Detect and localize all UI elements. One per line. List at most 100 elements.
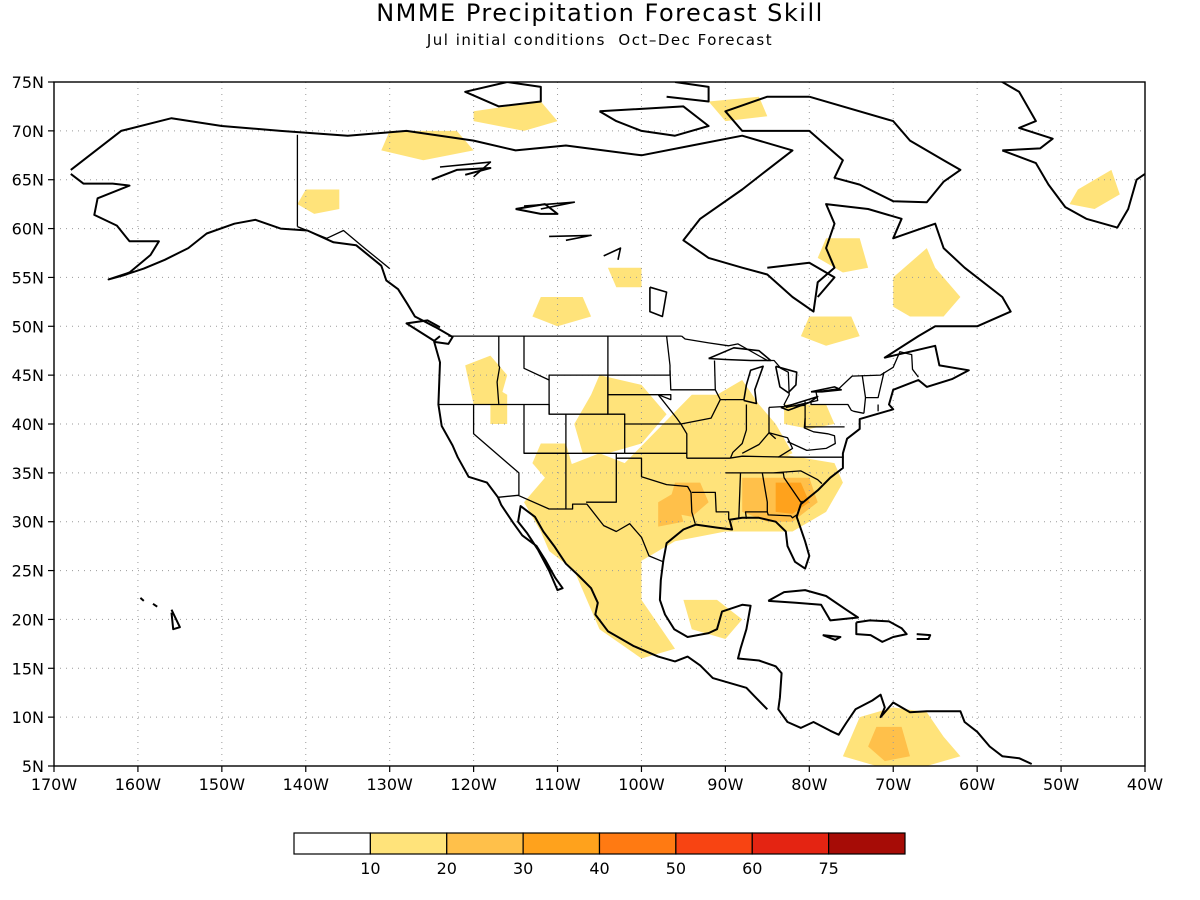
- coastline: [666, 82, 710, 103]
- skill-region-20: [658, 492, 684, 527]
- colorbar-swatch: [675, 832, 753, 855]
- lon-label: 120W: [450, 775, 497, 794]
- political-border: [616, 457, 692, 493]
- lat-label: 30N: [12, 513, 44, 532]
- skill-region-10: [297, 189, 340, 214]
- political-border: [472, 404, 520, 496]
- coastline: [405, 319, 441, 342]
- political-border: [686, 455, 844, 459]
- lat-label: 45N: [12, 366, 44, 385]
- lon-label: 70W: [875, 775, 911, 794]
- political-border: [768, 404, 806, 409]
- coastline: [464, 82, 542, 108]
- lon-label: 130W: [367, 775, 414, 794]
- lake-outline: [549, 234, 592, 242]
- lat-label: 25N: [12, 562, 44, 581]
- political-border: [725, 470, 823, 485]
- lake-outline: [523, 201, 576, 210]
- lat-label: 10N: [12, 708, 44, 727]
- skill-region-10: [817, 238, 869, 273]
- skill-region-10: [717, 380, 793, 464]
- political-border: [497, 494, 664, 563]
- map-title: NMME Precipitation Forecast Skill: [376, 0, 824, 27]
- lon-label: 40W: [1127, 775, 1163, 794]
- skill-region-10: [532, 297, 592, 327]
- lat-label: 75N: [12, 73, 44, 92]
- lat-label: 70N: [12, 122, 44, 141]
- lon-label: 150W: [199, 775, 246, 794]
- lon-label: 100W: [618, 775, 665, 794]
- coastline: [767, 261, 836, 298]
- political-border: [865, 372, 885, 399]
- colorbar-label: 60: [742, 859, 762, 878]
- lon-label: 50W: [1043, 775, 1079, 794]
- colorbar-label: 75: [818, 859, 838, 878]
- lake-outline: [603, 247, 622, 260]
- coastline: [431, 167, 492, 181]
- coastline: [855, 619, 908, 643]
- colorbar-label: 10: [360, 859, 380, 878]
- coastline: [767, 589, 859, 622]
- colorbar-swatch: [598, 832, 677, 855]
- political-border: [787, 418, 836, 452]
- lake-outline: [439, 161, 492, 178]
- lon-label: 160W: [115, 775, 162, 794]
- lon-label: 140W: [283, 775, 330, 794]
- political-border: [691, 491, 730, 520]
- political-border: [523, 336, 550, 415]
- coastline: [152, 602, 158, 608]
- coastline: [598, 105, 710, 137]
- lake-outline: [774, 365, 798, 394]
- colorbar-swatch: [522, 832, 601, 855]
- coastline: [139, 597, 145, 602]
- political-border: [744, 472, 768, 519]
- lon-label: 80W: [791, 775, 827, 794]
- skill-region-10: [784, 404, 835, 429]
- lat-label: 50N: [12, 317, 44, 336]
- colorbar-label: 20: [437, 859, 457, 878]
- colorbar-swatch: [293, 832, 371, 855]
- coastline: [70, 117, 1033, 765]
- colorbar-legend: 10 20 30 40 50 60 75: [293, 832, 906, 878]
- colorbar-swatch: [369, 832, 448, 855]
- political-border: [804, 401, 845, 428]
- political-border: [738, 472, 742, 518]
- coastline: [1000, 82, 1054, 152]
- colorbar-swatch: [446, 832, 524, 855]
- map-subtitle: Jul initial conditions Oct–Dec Forecast: [426, 31, 773, 49]
- skill-region-10: [473, 101, 558, 131]
- skill-region-10: [800, 316, 860, 346]
- political-border: [669, 370, 716, 391]
- lon-label: 170W: [31, 775, 78, 794]
- political-border-layer: [296, 134, 919, 563]
- political-border: [810, 401, 865, 414]
- lat-label: 20N: [12, 610, 44, 629]
- political-border: [297, 225, 391, 270]
- lake-outline: [708, 346, 772, 362]
- lake-outline: [780, 395, 819, 412]
- coastline: [1001, 149, 1145, 229]
- political-border: [586, 453, 617, 503]
- political-border: [741, 432, 794, 458]
- coastline: [170, 609, 181, 631]
- political-border: [766, 511, 798, 519]
- skill-shading-layer: [297, 96, 1120, 766]
- latitude-axis: 75N 70N 65N 60N 55N 50N 45N 40N 35N 30N 25N 20N 15N 1…: [12, 73, 54, 776]
- lat-label: 15N: [12, 659, 44, 678]
- colorbar-label: 40: [589, 859, 609, 878]
- lon-label: 60W: [959, 775, 995, 794]
- colorbar-swatch: [828, 832, 906, 855]
- political-border: [861, 375, 867, 414]
- lake-outline: [743, 365, 764, 405]
- political-border: [782, 472, 803, 503]
- skill-region-10: [381, 130, 474, 161]
- political-border: [665, 336, 671, 376]
- coastline: [724, 95, 962, 204]
- lat-label: 55N: [12, 268, 44, 287]
- skill-region-20: [868, 726, 910, 762]
- skill-region-10: [683, 599, 743, 639]
- lake-outline: [649, 286, 668, 318]
- lon-label: 90W: [707, 775, 743, 794]
- coastline: [822, 634, 842, 641]
